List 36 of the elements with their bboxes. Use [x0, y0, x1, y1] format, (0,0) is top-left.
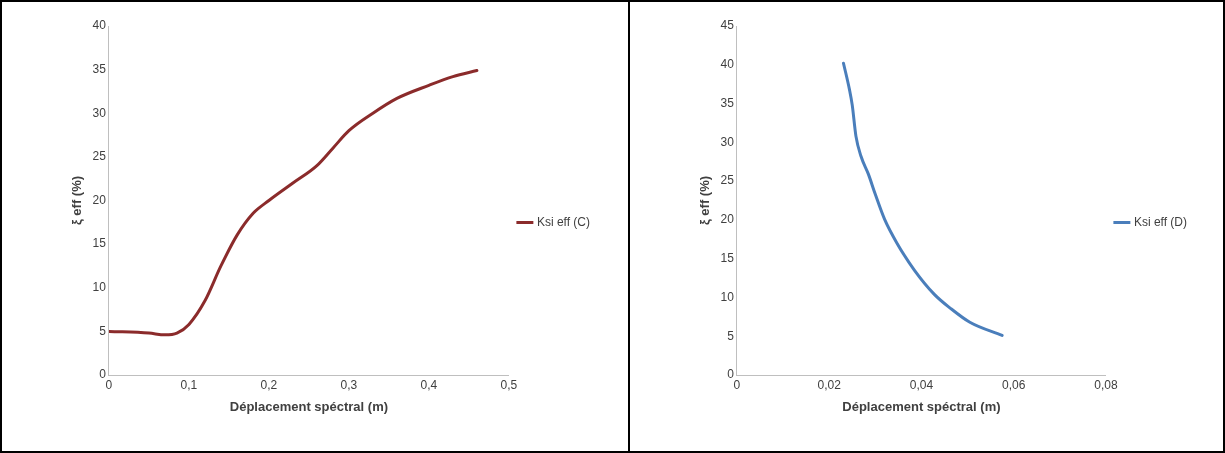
y-tick-label: 20 [92, 192, 107, 207]
y-tick-label: 30 [92, 105, 107, 120]
y-tick-label: 15 [720, 250, 735, 265]
line-series [841, 61, 1004, 337]
x-tick-label: 0,02 [817, 377, 842, 392]
x-axis-title: Déplacement spéctral (m) [842, 398, 1001, 414]
y-axis-title: ξ eff (%) [697, 175, 713, 226]
y-tick-label: 10 [92, 280, 107, 295]
y-tick-label: 0 [727, 367, 735, 382]
y-tick-label: 40 [92, 18, 107, 33]
y-tick-label: 5 [99, 323, 107, 338]
x-tick-label: 0,3 [340, 377, 358, 392]
y-tick-label: 5 [727, 328, 735, 343]
y-tick-label: 20 [720, 212, 735, 227]
legend-label: Ksi eff (D) [1133, 214, 1187, 229]
y-tick-label: 25 [92, 149, 107, 164]
x-tick-label: 0,5 [500, 377, 518, 392]
y-axis-title: ξ eff (%) [69, 175, 85, 226]
y-tick-label: 45 [720, 18, 735, 33]
y-tick-label: 15 [92, 236, 107, 251]
y-tick-label: 25 [720, 173, 735, 188]
x-tick-label: 0,1 [180, 377, 198, 392]
y-tick-label: 40 [720, 57, 735, 72]
line-series [108, 69, 479, 337]
y-tick-label: 35 [720, 95, 735, 110]
y-tick-label: 10 [720, 289, 735, 304]
y-tick-label: 0 [99, 367, 107, 382]
x-tick-label: 0,08 [1094, 377, 1118, 392]
x-tick-label: 0,2 [260, 377, 278, 392]
y-tick-label: 35 [92, 61, 107, 76]
x-tick-label: 0,06 [1001, 377, 1026, 392]
x-axis-title: Déplacement spéctral (m) [229, 398, 389, 414]
x-tick-label: 0,4 [420, 377, 438, 392]
x-tick-label: 0,04 [909, 377, 934, 392]
y-tick-label: 30 [720, 134, 735, 149]
legend-label: Ksi eff (C) [536, 214, 590, 229]
